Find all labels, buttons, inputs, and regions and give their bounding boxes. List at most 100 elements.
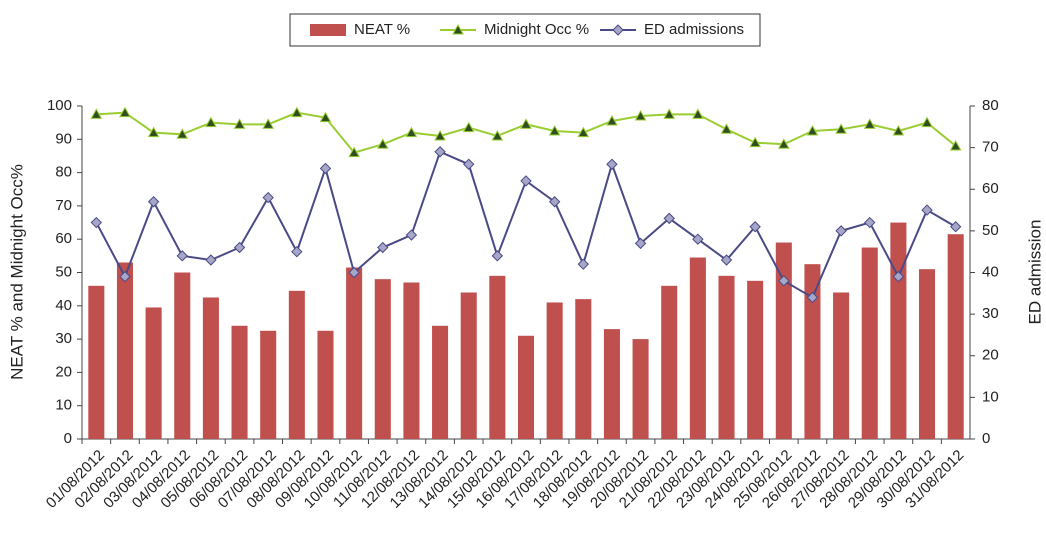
point-marker: [176, 250, 188, 262]
bar: [919, 269, 936, 439]
point-marker: [835, 225, 847, 237]
bar: [346, 267, 363, 439]
bar: [632, 339, 649, 439]
bar: [546, 302, 563, 439]
point-marker: [606, 158, 618, 170]
y-tick-label: 40: [55, 297, 72, 314]
bar: [833, 292, 850, 439]
point-marker: [663, 108, 676, 119]
y-axis-label: NEAT % and Midnight Occ%: [7, 164, 26, 380]
bar: [403, 282, 420, 439]
point-marker: [720, 254, 733, 266]
point-marker: [348, 266, 360, 279]
y2-tick-label: 30: [982, 305, 999, 322]
bar: [718, 275, 735, 439]
point-marker: [291, 245, 303, 258]
bar: [603, 329, 620, 439]
bar: [661, 285, 678, 439]
point-marker: [806, 291, 819, 304]
bar: [861, 247, 878, 439]
point-marker: [577, 258, 589, 270]
bar: [260, 330, 277, 439]
y2-tick-label: 10: [982, 388, 999, 405]
bar: [432, 325, 449, 439]
point-marker: [319, 111, 332, 123]
point-marker: [806, 124, 819, 136]
bar: [460, 292, 477, 439]
point-marker: [921, 116, 933, 128]
point-marker: [863, 118, 876, 129]
bar: [116, 262, 133, 439]
y2-tick-label: 40: [982, 263, 999, 280]
point-marker: [262, 191, 274, 204]
bar: [947, 234, 964, 439]
point-marker: [405, 229, 418, 241]
point-marker: [835, 123, 847, 134]
y2-axis-label: ED admission: [1025, 220, 1044, 325]
y2-tick-label: 0: [982, 430, 990, 447]
y2-tick-label: 80: [982, 97, 999, 114]
point-marker: [520, 118, 532, 129]
bar: [890, 222, 907, 439]
y-tick-label: 30: [55, 330, 72, 347]
y2-tick-label: 70: [982, 139, 999, 156]
bar: [689, 257, 706, 439]
point-marker: [777, 138, 790, 149]
legend-label: ED admissions: [644, 21, 744, 38]
bar: [374, 279, 391, 439]
point-marker: [434, 146, 446, 158]
y2-tick-label: 20: [982, 347, 999, 364]
point-marker: [577, 126, 590, 138]
legend-swatch: [310, 24, 346, 36]
point-marker: [692, 108, 704, 119]
legend-marker: [612, 24, 624, 36]
point-marker: [921, 204, 933, 216]
y-tick-label: 50: [55, 263, 72, 280]
point-marker: [663, 212, 675, 225]
point-marker: [520, 175, 532, 187]
point-marker: [377, 241, 389, 254]
point-marker: [205, 116, 217, 128]
point-marker: [90, 216, 103, 229]
point-marker: [233, 118, 246, 129]
bar: [804, 264, 821, 439]
bar: [145, 307, 162, 439]
point-marker: [90, 108, 103, 119]
point-marker: [147, 126, 160, 138]
point-marker: [606, 114, 618, 126]
point-marker: [176, 128, 189, 139]
bar: [288, 290, 305, 439]
point-marker: [749, 221, 761, 233]
point-marker: [864, 216, 876, 229]
point-marker: [634, 237, 647, 250]
point-marker: [634, 109, 647, 121]
point-marker: [376, 138, 389, 149]
point-marker: [434, 129, 446, 141]
point-marker: [147, 196, 160, 208]
y-tick-label: 80: [55, 164, 72, 181]
series-line: [95, 150, 957, 299]
legend-box: [289, 13, 761, 47]
y-tick-label: 100: [47, 97, 72, 114]
y-tick-label: 90: [55, 130, 72, 147]
point-marker: [405, 126, 418, 138]
point-marker: [348, 146, 360, 158]
y-tick-label: 60: [55, 230, 72, 247]
y2-tick-label: 60: [982, 180, 999, 197]
bar: [517, 335, 535, 439]
bar: [317, 330, 334, 439]
y-tick-label: 20: [55, 363, 72, 380]
point-marker: [119, 270, 131, 283]
point-marker: [205, 254, 217, 266]
point-marker: [949, 221, 962, 233]
point-marker: [491, 129, 504, 141]
bar: [775, 242, 792, 439]
legend-label: NEAT %: [354, 21, 410, 38]
bar: [88, 285, 105, 439]
point-marker: [233, 241, 246, 254]
legend-marker: [452, 23, 464, 35]
point-marker: [462, 121, 475, 133]
point-marker: [548, 124, 561, 136]
legend-label: Midnight Occ %: [484, 21, 589, 38]
